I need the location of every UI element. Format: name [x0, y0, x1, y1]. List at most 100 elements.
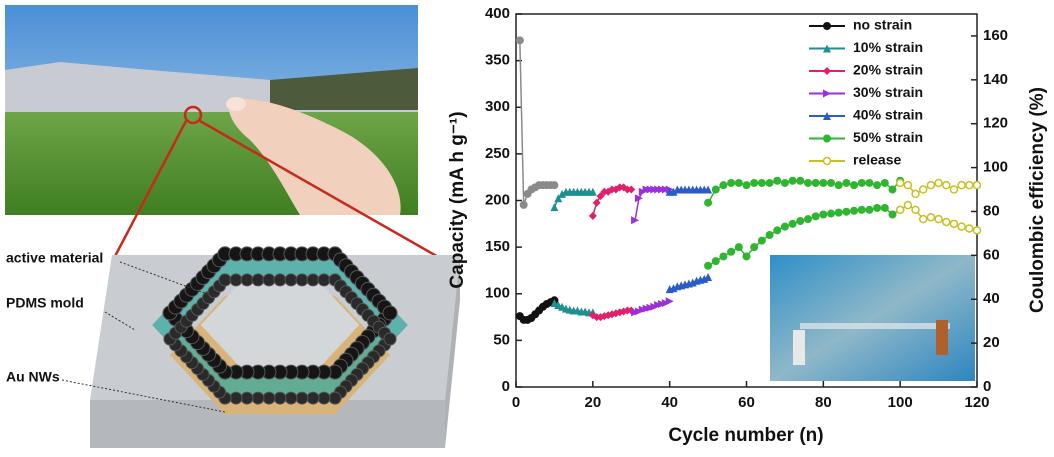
particle — [251, 391, 265, 405]
particle — [251, 273, 265, 287]
particle — [295, 391, 309, 405]
particle — [306, 273, 320, 287]
particle — [317, 273, 331, 287]
particle — [284, 391, 298, 405]
x-tick-label: 40 — [661, 394, 678, 411]
hex-wall — [152, 252, 408, 398]
capacity-point — [704, 261, 713, 270]
capacity-point — [842, 207, 851, 216]
legend-marker — [823, 89, 831, 98]
efficiency-point — [515, 36, 524, 45]
legend-marker — [823, 67, 831, 75]
y2-tick-label: 100 — [983, 159, 1008, 176]
y-tick-label: 350 — [485, 52, 510, 69]
capacity-point — [796, 217, 805, 226]
capacity-point — [765, 231, 774, 240]
capacity-point — [704, 272, 713, 281]
capacity-point — [911, 205, 920, 215]
efficiency-point — [588, 211, 597, 220]
efficiency-point — [550, 181, 559, 190]
legend-label: release — [853, 152, 901, 168]
efficiency-point — [903, 180, 913, 190]
efficiency-point — [519, 200, 528, 209]
capacity-point — [934, 214, 943, 224]
particle — [229, 391, 243, 405]
efficiency-point — [634, 194, 643, 203]
photo — [5, 5, 418, 215]
efficiency-point — [631, 216, 640, 225]
particle — [240, 391, 254, 405]
capacity-point — [780, 222, 789, 231]
efficiency-point — [550, 203, 559, 212]
capacity-point — [903, 200, 913, 210]
callout-line — [110, 120, 188, 263]
efficiency-point — [811, 178, 820, 187]
capacity-point — [827, 209, 836, 218]
capacity-point — [942, 217, 951, 227]
diagram — [90, 246, 460, 448]
particle — [240, 273, 254, 287]
efficiency-point — [734, 178, 743, 187]
efficiency-point — [627, 185, 636, 194]
capacity-point — [727, 247, 736, 256]
efficiency-point — [596, 192, 605, 201]
efficiency-point — [704, 185, 713, 194]
efficiency-point — [742, 181, 751, 190]
x-tick-label: 20 — [584, 394, 601, 411]
capacity-point — [850, 206, 859, 215]
legend-marker — [823, 22, 831, 30]
efficiency-point — [965, 180, 974, 190]
y-tick-label: 250 — [485, 145, 510, 162]
capacity-point — [918, 214, 928, 224]
y2-tick-label: 80 — [983, 202, 1000, 219]
legend-label: no strain — [853, 17, 912, 33]
efficiency-point — [588, 187, 597, 196]
y-axis-label: Capacity (mA h g⁻¹) — [447, 111, 468, 288]
y-tick-label: 100 — [485, 285, 510, 302]
y-tick-label: 300 — [485, 98, 510, 115]
capacity-point — [734, 243, 743, 252]
particle — [218, 273, 232, 287]
particle — [295, 273, 309, 287]
x-tick-label: 80 — [815, 394, 832, 411]
efficiency-point — [865, 178, 874, 187]
efficiency-point — [765, 178, 774, 187]
efficiency-point — [704, 198, 713, 207]
inset-photo — [770, 255, 975, 381]
legend-label: 50% strain — [853, 129, 923, 145]
particle — [262, 273, 276, 287]
x-tick-label: 0 — [512, 394, 520, 411]
efficiency-point — [850, 181, 859, 190]
particle — [273, 273, 287, 287]
particle — [383, 332, 397, 346]
efficiency-point — [895, 178, 905, 188]
y2-tick-label: 0 — [983, 378, 991, 395]
capacity-point — [757, 236, 766, 245]
leader-line — [104, 311, 136, 331]
diagram-label: active material — [6, 250, 103, 266]
efficiency-point — [873, 181, 882, 190]
efficiency-point — [888, 185, 897, 194]
hex-hole — [200, 282, 360, 368]
efficiency-point — [842, 178, 851, 187]
particle — [273, 391, 287, 405]
capacity-point — [750, 243, 759, 252]
capacity-point — [949, 219, 959, 229]
capacity-point — [888, 210, 897, 219]
capacity-point — [873, 203, 882, 212]
particle — [229, 273, 243, 287]
efficiency-point — [880, 178, 889, 187]
efficiency-point — [780, 178, 789, 187]
efficiency-point — [554, 194, 563, 203]
efficiency-point — [834, 181, 843, 190]
y2-axis-label: Coulombic efficiency (%) — [1027, 87, 1048, 313]
efficiency-point — [592, 198, 601, 207]
legend-marker — [822, 156, 832, 166]
legend-label: 20% strain — [853, 62, 923, 78]
efficiency-point — [750, 178, 759, 187]
efficiency-point — [934, 178, 943, 188]
legend-label: 30% strain — [853, 84, 923, 100]
particle — [328, 391, 342, 405]
capacity-point — [819, 210, 828, 219]
